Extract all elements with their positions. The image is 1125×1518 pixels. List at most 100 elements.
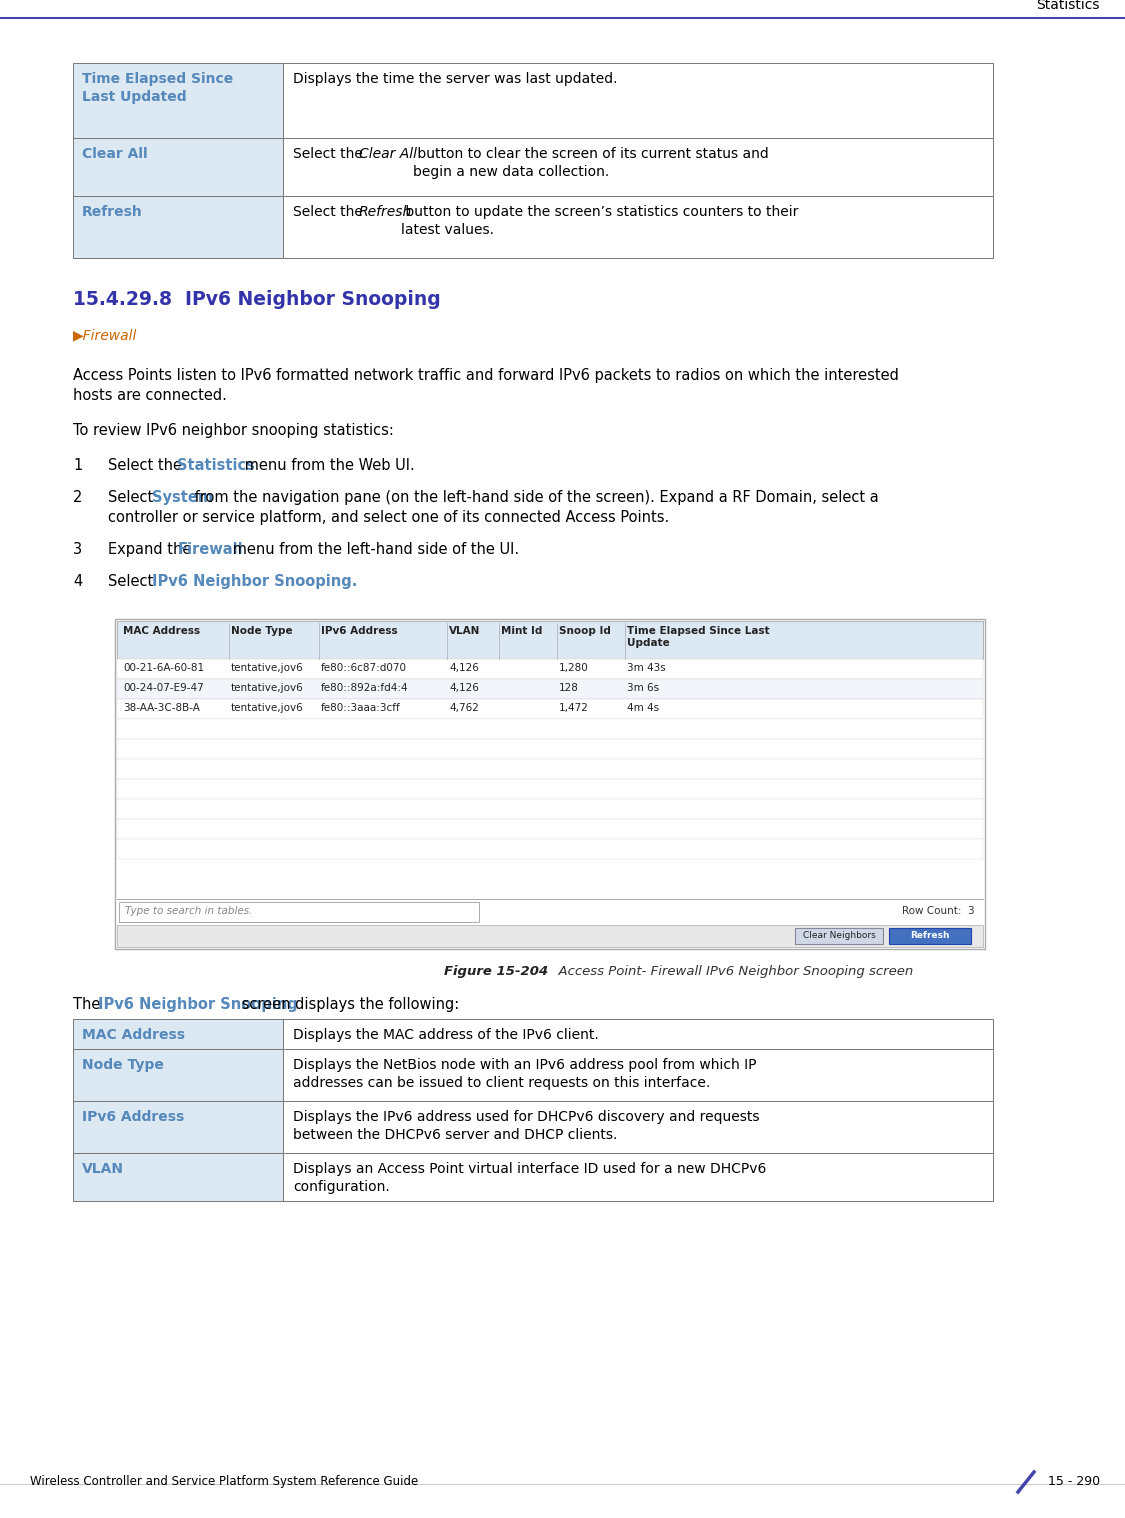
Text: Select the: Select the	[108, 458, 187, 474]
Text: fe80::892a:fd4:4: fe80::892a:fd4:4	[321, 683, 408, 694]
Bar	[284, 1154, 993, 1201]
Bar	[117, 621, 983, 659]
Bar	[117, 820, 983, 839]
Text: 4,126: 4,126	[449, 683, 479, 694]
Text: Row Count:  3: Row Count: 3	[902, 906, 975, 915]
Text: 1,280: 1,280	[559, 663, 588, 672]
Text: IPv6 Neighbor Snooping.: IPv6 Neighbor Snooping.	[152, 574, 358, 589]
Text: menu from the left-hand side of the UI.: menu from the left-hand side of the UI.	[227, 542, 519, 557]
Bar	[284, 1049, 993, 1101]
Bar	[73, 1154, 284, 1201]
Text: MAC Address: MAC Address	[82, 1028, 184, 1041]
Text: Access Points listen to IPv6 formatted network traffic and forward IPv6 packets : Access Points listen to IPv6 formatted n…	[73, 367, 899, 383]
Text: tentative,jov6: tentative,jov6	[231, 663, 304, 672]
Bar	[117, 698, 983, 720]
Text: MAC Address: MAC Address	[123, 625, 200, 636]
Text: IPv6 Neighbor Snooping: IPv6 Neighbor Snooping	[98, 997, 298, 1013]
Bar	[889, 927, 971, 944]
Text: fe80::6c87:d070: fe80::6c87:d070	[321, 663, 407, 672]
Text: Mint Id: Mint Id	[501, 625, 542, 636]
Text: IPv6 Address: IPv6 Address	[82, 1110, 184, 1123]
Text: 128: 128	[559, 683, 579, 694]
Text: Select: Select	[108, 574, 158, 589]
Bar	[119, 902, 479, 921]
Bar	[115, 619, 986, 949]
Bar	[284, 64, 993, 138]
Text: IPv6 Address: IPv6 Address	[321, 625, 397, 636]
Bar	[284, 138, 993, 196]
Text: System: System	[152, 490, 214, 505]
Text: Time Elapsed Since
Last Updated: Time Elapsed Since Last Updated	[82, 71, 233, 105]
Bar	[117, 779, 983, 798]
Text: 3: 3	[73, 542, 82, 557]
Text: Type to search in tables.: Type to search in tables.	[125, 906, 252, 915]
Text: VLAN: VLAN	[449, 625, 480, 636]
Text: Displays the time the server was last updated.: Displays the time the server was last up…	[292, 71, 618, 87]
Text: Node Type: Node Type	[231, 625, 292, 636]
Bar	[284, 1101, 993, 1154]
Text: fe80::3aaa:3cff: fe80::3aaa:3cff	[321, 703, 400, 713]
Text: 1,472: 1,472	[559, 703, 588, 713]
Text: Statistics: Statistics	[1036, 0, 1100, 12]
Bar	[73, 1019, 284, 1049]
Text: Select the: Select the	[292, 205, 367, 219]
Text: Displays the MAC address of the IPv6 client.: Displays the MAC address of the IPv6 cli…	[292, 1028, 598, 1041]
Bar	[117, 739, 983, 759]
Text: Select: Select	[108, 490, 158, 505]
Text: Displays an Access Point virtual interface ID used for a new DHCPv6
configuratio: Displays an Access Point virtual interfa…	[292, 1161, 766, 1195]
Text: 38-AA-3C-8B-A: 38-AA-3C-8B-A	[123, 703, 200, 713]
Text: Access Point- Firewall IPv6 Neighbor Snooping screen: Access Point- Firewall IPv6 Neighbor Sno…	[550, 965, 914, 978]
Bar	[73, 138, 284, 196]
Bar	[73, 1101, 284, 1154]
Text: 3m 6s: 3m 6s	[627, 683, 659, 694]
Text: 00-24-07-E9-47: 00-24-07-E9-47	[123, 683, 204, 694]
Text: Time Elapsed Since Last
Update: Time Elapsed Since Last Update	[627, 625, 770, 648]
Bar	[117, 679, 983, 698]
Bar	[117, 798, 983, 820]
Text: button to update the screen’s statistics counters to their
latest values.: button to update the screen’s statistics…	[400, 205, 799, 237]
Bar	[117, 659, 983, 679]
Bar	[117, 839, 983, 859]
Text: Statistics: Statistics	[178, 458, 255, 474]
Text: 2: 2	[73, 490, 82, 505]
Text: hosts are connected.: hosts are connected.	[73, 389, 227, 402]
Bar	[73, 1049, 284, 1101]
Bar	[117, 924, 983, 947]
Text: controller or service platform, and select one of its connected Access Points.: controller or service platform, and sele…	[108, 510, 669, 525]
Text: Select the: Select the	[292, 147, 367, 161]
Text: Figure 15-204: Figure 15-204	[443, 965, 548, 978]
Text: Displays the NetBios node with an IPv6 address pool from which IP
addresses can : Displays the NetBios node with an IPv6 a…	[292, 1058, 756, 1090]
Bar	[117, 720, 983, 739]
Text: Expand the: Expand the	[108, 542, 196, 557]
Text: 00-21-6A-60-81: 00-21-6A-60-81	[123, 663, 204, 672]
Bar	[117, 759, 983, 779]
Text: screen displays the following:: screen displays the following:	[236, 997, 459, 1013]
Text: 4: 4	[73, 574, 82, 589]
Bar	[795, 927, 883, 944]
Text: 3m 43s: 3m 43s	[627, 663, 666, 672]
Text: ▶Firewall: ▶Firewall	[73, 328, 137, 342]
Text: 4m 4s: 4m 4s	[627, 703, 659, 713]
Text: tentative,jov6: tentative,jov6	[231, 683, 304, 694]
Text: Displays the IPv6 address used for DHCPv6 discovery and requests
between the DHC: Displays the IPv6 address used for DHCPv…	[292, 1110, 759, 1143]
Text: button to clear the screen of its current status and
begin a new data collection: button to clear the screen of its curren…	[413, 147, 768, 179]
Text: Firewall: Firewall	[178, 542, 243, 557]
Text: from the navigation pane (on the left-hand side of the screen). Expand a RF Doma: from the navigation pane (on the left-ha…	[190, 490, 879, 505]
Text: The: The	[73, 997, 105, 1013]
Text: 15 - 290: 15 - 290	[1047, 1475, 1100, 1488]
Text: Refresh: Refresh	[82, 205, 143, 219]
Text: Refresh: Refresh	[910, 932, 950, 941]
Text: To review IPv6 neighbor snooping statistics:: To review IPv6 neighbor snooping statist…	[73, 424, 394, 439]
Bar	[284, 196, 993, 258]
Text: VLAN: VLAN	[82, 1161, 124, 1176]
Bar	[73, 196, 284, 258]
Text: Node Type: Node Type	[82, 1058, 164, 1072]
Text: tentative,jov6: tentative,jov6	[231, 703, 304, 713]
Text: 4,762: 4,762	[449, 703, 479, 713]
Text: 15.4.29.8  IPv6 Neighbor Snooping: 15.4.29.8 IPv6 Neighbor Snooping	[73, 290, 441, 310]
Text: menu from the Web UI.: menu from the Web UI.	[241, 458, 415, 474]
Text: 4,126: 4,126	[449, 663, 479, 672]
Text: Clear Neighbors: Clear Neighbors	[802, 932, 875, 941]
Text: 1: 1	[73, 458, 82, 474]
Text: Wireless Controller and Service Platform System Reference Guide: Wireless Controller and Service Platform…	[30, 1475, 418, 1488]
